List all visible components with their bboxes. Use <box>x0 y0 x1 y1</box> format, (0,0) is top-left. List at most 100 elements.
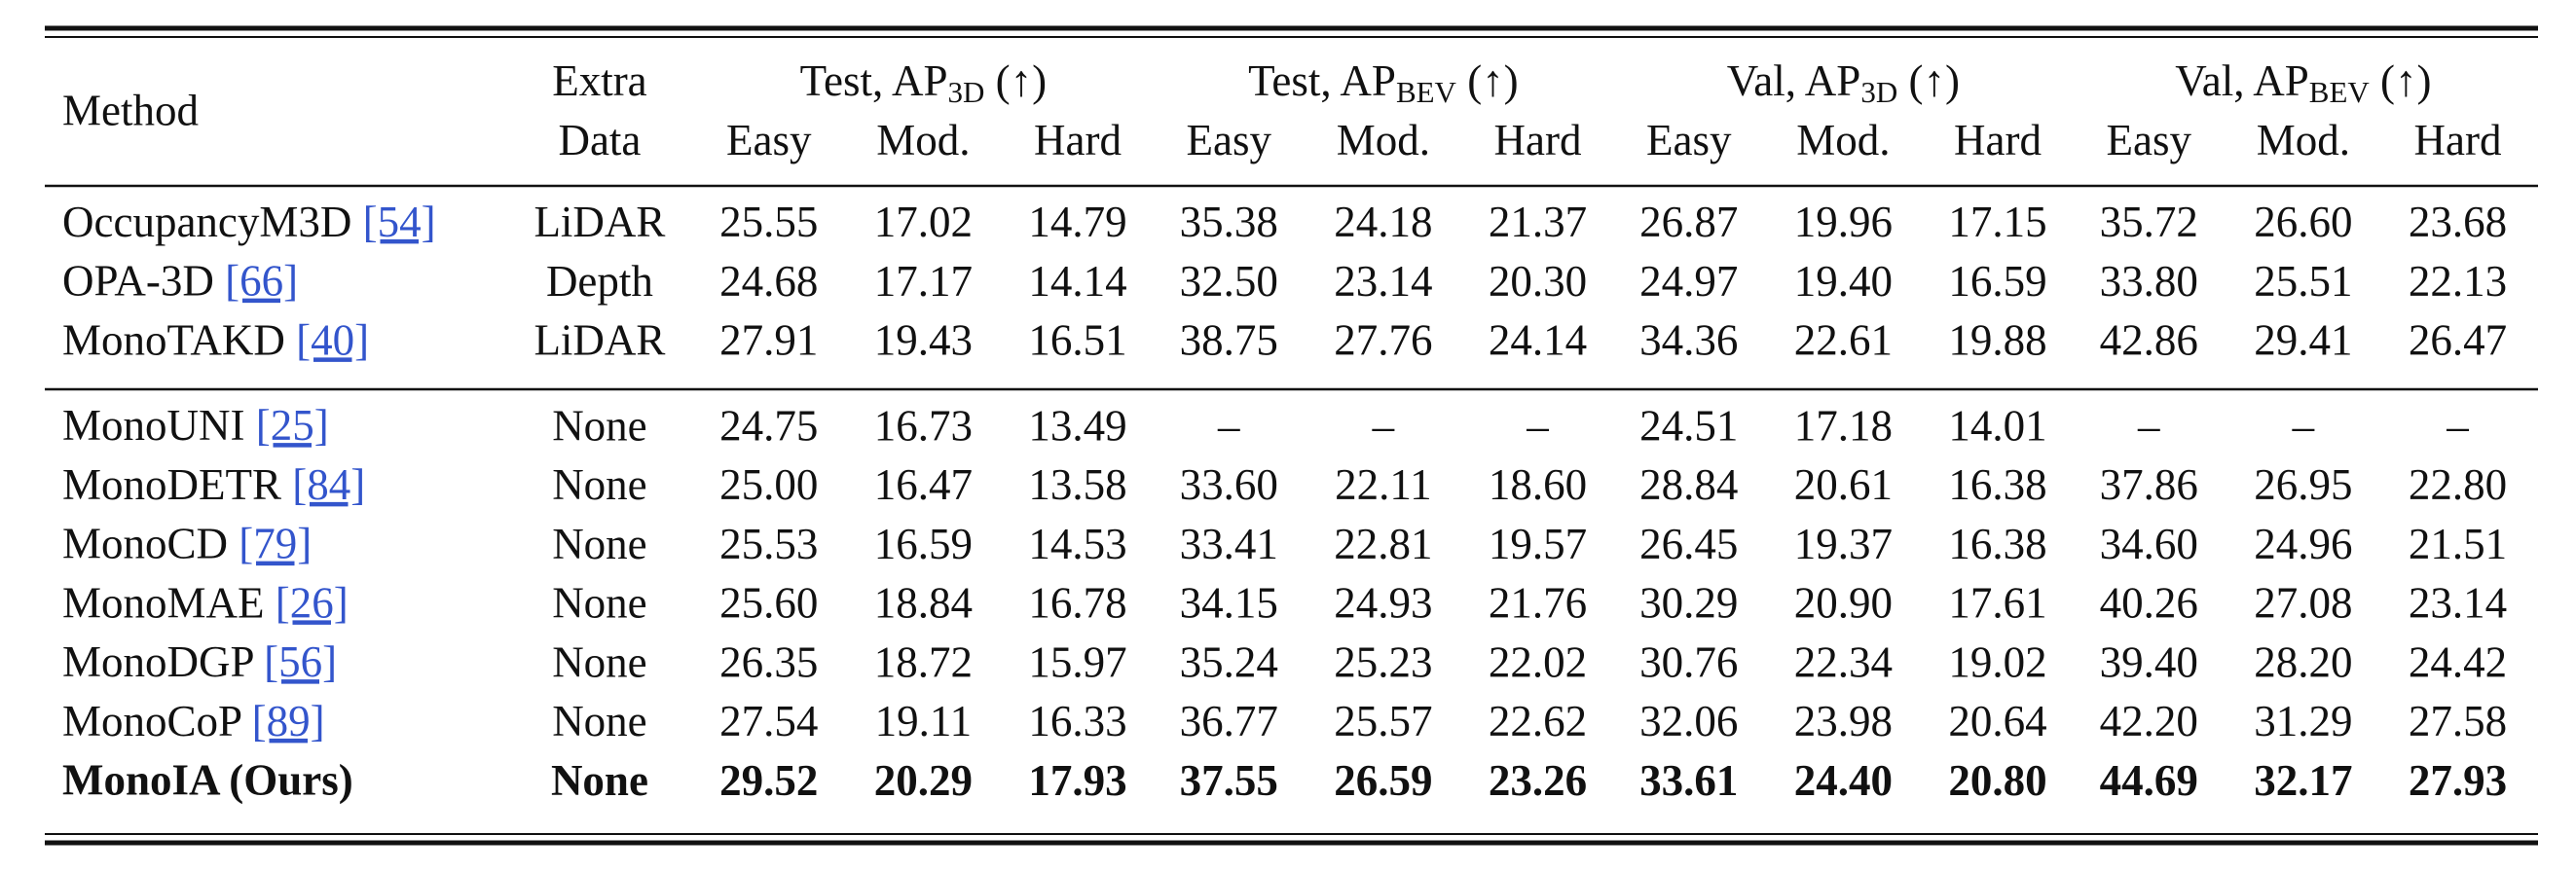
value-cell: 37.55 <box>1180 756 1278 805</box>
group-prefix: Test, AP <box>1248 56 1396 105</box>
extra-cell: LiDAR <box>534 198 665 246</box>
method-name: MonoIA (Ours) <box>62 756 353 805</box>
column-header: Mod. <box>876 116 970 164</box>
value-cell: 25.53 <box>719 520 818 568</box>
value-cell: 17.02 <box>874 198 973 246</box>
column-header: Hard <box>1494 116 1582 164</box>
group-suffix: (↑) <box>1897 56 1960 105</box>
method-name: MonoCoP <box>62 697 241 745</box>
value-cell: 14.53 <box>1028 520 1126 568</box>
citation[interactable]: [40] <box>296 316 369 365</box>
value-cell: 19.88 <box>1948 316 2046 365</box>
value-cell: 24.18 <box>1334 198 1432 246</box>
extra-header: Extra <box>552 56 646 105</box>
citation[interactable]: [26] <box>276 579 349 628</box>
value-cell: 24.68 <box>719 257 818 306</box>
method-cell: MonoUNI [25] <box>62 401 329 450</box>
extra-header: Data <box>558 116 641 164</box>
column-header: Easy <box>1187 116 1272 164</box>
value-cell: 16.78 <box>1028 579 1126 628</box>
value-cell: 16.38 <box>1948 460 2046 509</box>
method-cell: MonoCD [79] <box>62 520 312 568</box>
value-cell: 18.72 <box>874 637 973 686</box>
method-name: MonoDETR <box>62 460 281 509</box>
value-cell: 20.64 <box>1948 697 2046 745</box>
citation[interactable]: [25] <box>256 401 329 450</box>
value-cell: 22.34 <box>1794 637 1893 686</box>
column-header: Mod. <box>1796 116 1890 164</box>
table-row: MonoIA (Ours) None 29.52 20.29 17.93 37.55 26.… <box>62 756 2507 805</box>
value-cell: 25.00 <box>719 460 818 509</box>
method-cell: MonoIA (Ours) <box>62 756 353 805</box>
column-header: Easy <box>726 116 812 164</box>
group-suffix: (↑) <box>2370 56 2432 105</box>
column-header: Hard <box>1034 116 1122 164</box>
extra-cell: None <box>551 756 648 805</box>
value-cell: 30.29 <box>1639 579 1738 628</box>
value-cell: 22.81 <box>1334 520 1432 568</box>
extra-cell: None <box>552 579 646 628</box>
method-name: MonoCD <box>62 520 228 568</box>
value-cell: 27.93 <box>2409 756 2507 805</box>
value-cell: 25.51 <box>2254 257 2352 306</box>
extra-cell: None <box>552 460 646 509</box>
value-cell: 17.15 <box>1948 198 2046 246</box>
value-cell: 22.11 <box>1335 460 1432 509</box>
citation[interactable]: [56] <box>264 637 337 686</box>
citation[interactable]: [89] <box>252 697 325 745</box>
citation[interactable]: [84] <box>292 460 365 509</box>
group-header: Val, AP3D (↑) <box>1727 56 1960 109</box>
method-cell: MonoCoP [89] <box>62 697 325 745</box>
value-cell: – <box>2446 401 2469 450</box>
value-cell: 44.69 <box>2100 756 2198 805</box>
value-cell: 21.51 <box>2409 520 2507 568</box>
value-cell: 25.57 <box>1334 697 1432 745</box>
value-cell: – <box>1526 401 1549 450</box>
value-cell: 17.17 <box>874 257 973 306</box>
value-cell: 23.14 <box>1334 257 1432 306</box>
value-cell: 19.37 <box>1794 520 1893 568</box>
table-row: MonoDGP [56] None 26.35 18.72 15.97 35.24 25.2… <box>62 637 2507 686</box>
column-header: Hard <box>2414 116 2502 164</box>
extra-cell: None <box>552 401 646 450</box>
value-cell: 31.29 <box>2254 697 2352 745</box>
method-cell: MonoDETR [84] <box>62 460 365 509</box>
value-cell: 19.02 <box>1948 637 2046 686</box>
value-cell: 19.57 <box>1489 520 1587 568</box>
value-cell: 23.68 <box>2409 198 2507 246</box>
citation[interactable]: [54] <box>363 198 436 246</box>
value-cell: 24.14 <box>1489 316 1587 365</box>
value-cell: 14.14 <box>1028 257 1126 306</box>
value-cell: 34.15 <box>1180 579 1278 628</box>
group-prefix: Test, AP <box>800 56 948 105</box>
value-cell: 24.42 <box>2409 637 2507 686</box>
value-cell: 18.60 <box>1489 460 1587 509</box>
column-header: Easy <box>2107 116 2192 164</box>
value-cell: 35.38 <box>1180 198 1278 246</box>
value-cell: 29.41 <box>2254 316 2352 365</box>
value-cell: 27.08 <box>2254 579 2352 628</box>
value-cell: 20.90 <box>1794 579 1893 628</box>
value-cell: 16.38 <box>1948 520 2046 568</box>
table-row: MonoCD [79] None 25.53 16.59 14.53 33.41 22.81… <box>62 520 2507 568</box>
citation[interactable]: [66] <box>225 257 298 306</box>
table-row: MonoCoP [89] None 27.54 19.11 16.33 36.77 25.5… <box>62 697 2507 745</box>
value-cell: 34.60 <box>2100 520 2198 568</box>
method-header: Method <box>62 86 199 134</box>
value-cell: 20.30 <box>1489 257 1587 306</box>
value-cell: 22.80 <box>2409 460 2507 509</box>
value-cell: – <box>2137 401 2160 450</box>
method-name: MonoTAKD <box>62 316 285 365</box>
group-header: Val, APBEV (↑) <box>2175 56 2431 109</box>
value-cell: – <box>1372 401 1395 450</box>
value-cell: 16.47 <box>874 460 973 509</box>
value-cell: 26.60 <box>2254 198 2352 246</box>
value-cell: 24.96 <box>2254 520 2352 568</box>
value-cell: 23.14 <box>2409 579 2507 628</box>
table-row: OPA-3D [66] Depth 24.68 17.17 14.14 32.50 23.1… <box>62 257 2507 306</box>
value-cell: 27.58 <box>2409 697 2507 745</box>
extra-cell: None <box>552 697 646 745</box>
method-name: OccupancyM3D <box>62 198 351 246</box>
value-cell: 26.59 <box>1334 756 1432 805</box>
citation[interactable]: [79] <box>239 520 312 568</box>
